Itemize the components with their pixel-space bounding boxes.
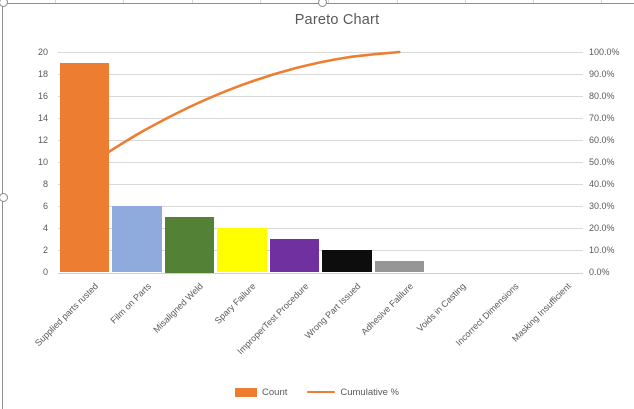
- count-bar[interactable]: [217, 228, 267, 273]
- right-axis-tick-label[interactable]: 10.0%: [589, 244, 615, 255]
- worksheet-column-tick: [123, 0, 125, 3]
- category-label[interactable]: Masking Insufficient: [509, 281, 573, 344]
- right-axis-tick-label[interactable]: 80.0%: [589, 90, 615, 101]
- gridline: [58, 96, 583, 98]
- count-bar[interactable]: [112, 206, 162, 273]
- category-label[interactable]: Adhesive Falilure: [359, 281, 416, 337]
- gridline: [58, 140, 583, 142]
- chart-title[interactable]: Pareto Chart: [294, 12, 380, 28]
- left-axis-tick-label[interactable]: 12: [37, 134, 48, 145]
- gridline: [58, 52, 583, 53]
- worksheet-column-tick: [259, 0, 261, 3]
- right-axis-tick-label[interactable]: 20.0%: [589, 222, 615, 233]
- gridline: [58, 184, 583, 186]
- worksheet-column-tick: [328, 0, 330, 3]
- right-axis-tick-label[interactable]: 40.0%: [589, 178, 615, 189]
- gridline: [58, 250, 583, 252]
- right-axis-tick-label[interactable]: 0.0%: [589, 267, 610, 277]
- left-axis-tick-label[interactable]: 10: [37, 156, 48, 167]
- category-label[interactable]: Voids in Casting: [415, 281, 468, 334]
- legend-item-count[interactable]: Count: [235, 387, 287, 398]
- count-bar[interactable]: [269, 239, 319, 273]
- category-label[interactable]: Wrong Part Issued: [303, 281, 363, 341]
- legend-item-cumulative[interactable]: Cumulative %: [307, 387, 399, 398]
- right-axis-tick-label[interactable]: 30.0%: [589, 200, 615, 211]
- left-axis-tick-label[interactable]: 4: [42, 222, 48, 233]
- gridline: [58, 162, 583, 164]
- right-axis-tick-label[interactable]: 70.0%: [589, 112, 615, 123]
- category-label[interactable]: Misaligned Weld: [151, 281, 206, 335]
- left-axis-tick-label[interactable]: 14: [37, 112, 48, 123]
- left-axis-tick-label[interactable]: 20: [37, 46, 48, 57]
- worksheet-column-tick: [533, 0, 535, 3]
- legend-cumulative-label: Cumulative %: [340, 386, 399, 398]
- category-label[interactable]: Film on Parts: [108, 281, 153, 326]
- x-axis-line: [58, 272, 583, 274]
- left-axis-tick-label[interactable]: 8: [42, 178, 48, 189]
- cumulative-percent-line[interactable]: [82, 50, 401, 170]
- legend-count-label: Count: [262, 386, 288, 398]
- category-label[interactable]: Spary Failure: [212, 281, 258, 326]
- chart-legend[interactable]: Count Cumulative %: [0, 383, 634, 401]
- gridline: [58, 118, 583, 120]
- cumulative-line-swatch-icon: [307, 390, 336, 394]
- worksheet-column-tick: [55, 0, 56, 3]
- left-axis-tick-label[interactable]: 18: [37, 68, 48, 79]
- worksheet-column-tick: [601, 0, 603, 3]
- right-axis-tick-label[interactable]: 60.0%: [589, 134, 615, 145]
- selection-handle-top-left[interactable]: [0, 0, 8, 7]
- count-bar[interactable]: [164, 217, 214, 273]
- count-bar[interactable]: [59, 63, 109, 273]
- worksheet-column-tick: [464, 0, 466, 3]
- right-axis-tick-label[interactable]: 90.0%: [589, 68, 615, 79]
- count-swatch-icon: [235, 387, 258, 397]
- category-label[interactable]: Supplied parts rusted: [33, 281, 101, 349]
- selection-handle-top-center[interactable]: [317, 0, 327, 7]
- worksheet-column-tick: [191, 0, 193, 3]
- selection-handle-middle-left[interactable]: [0, 192, 8, 202]
- count-bar[interactable]: [374, 261, 424, 273]
- left-axis-tick-label[interactable]: 2: [42, 244, 48, 255]
- right-axis-tick-label[interactable]: 100.0%: [589, 46, 620, 57]
- left-axis-tick-label[interactable]: 16: [37, 90, 48, 101]
- gridline: [58, 228, 583, 230]
- left-axis-tick-label[interactable]: 0: [42, 267, 48, 277]
- gridline: [58, 74, 583, 76]
- worksheet-column-tick: [396, 0, 398, 3]
- left-axis-tick-label[interactable]: 6: [42, 200, 48, 211]
- right-axis-tick-label[interactable]: 50.0%: [589, 156, 615, 167]
- gridline: [58, 206, 583, 208]
- count-bar[interactable]: [322, 250, 372, 273]
- chart-border-left: [2, 2, 4, 409]
